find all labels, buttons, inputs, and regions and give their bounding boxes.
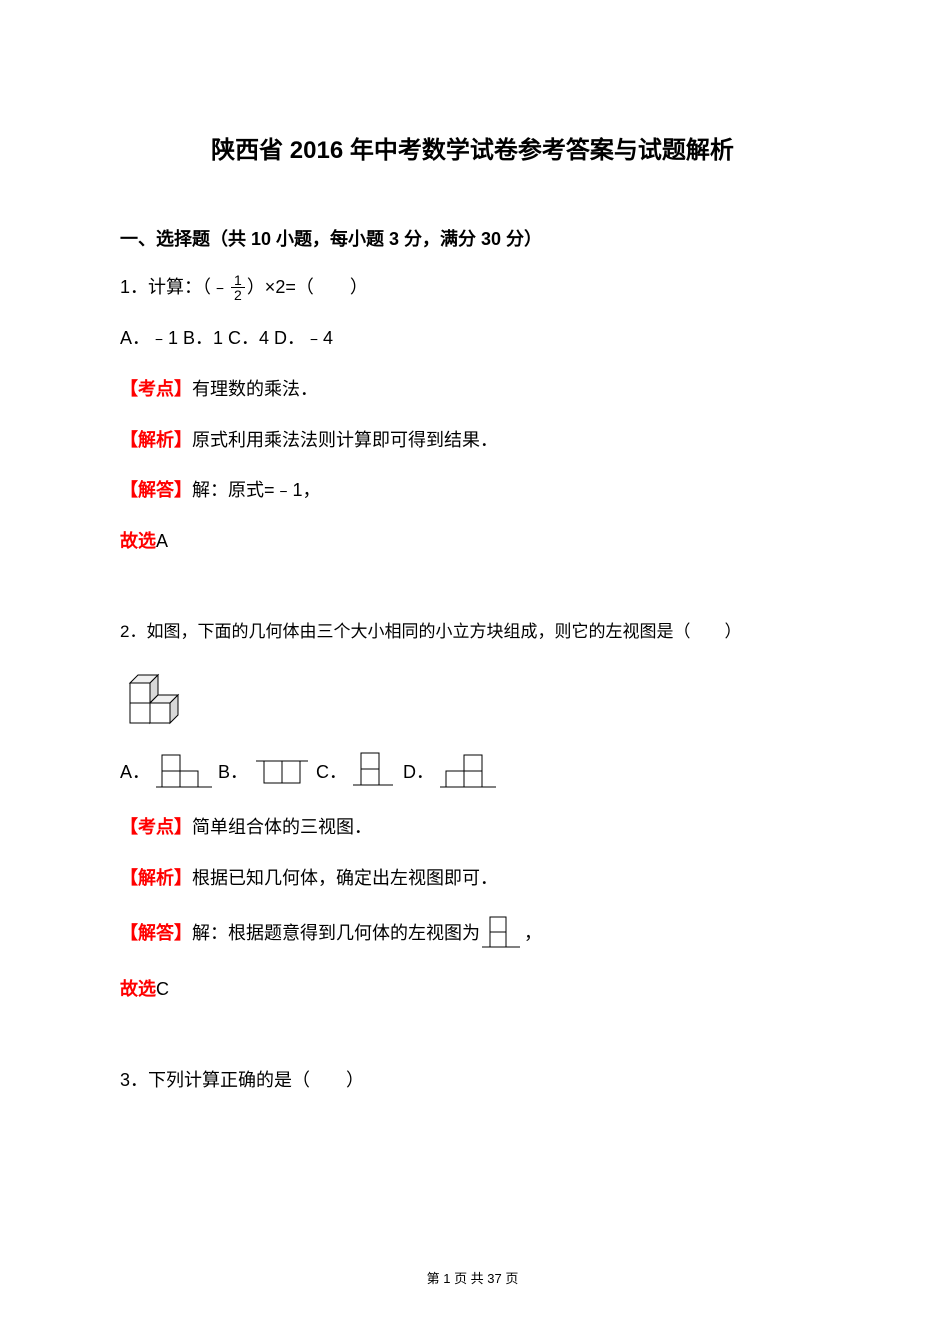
footer-total: 37 [487,1271,501,1286]
section-heading: 一、选择题（共 10 小题，每小题 3 分，满分 30 分） [120,225,825,251]
kaodian-text: 有理数的乘法． [192,375,318,404]
q2-options: A． B． C． D． [120,751,825,791]
option-c-label: C． [316,758,347,784]
q1-prefix: 1．计算：（﹣ [120,273,229,302]
q1-jieda: 【解答】 解：原式=﹣1， [120,476,825,505]
option-a-label: A． [120,758,150,784]
q1-jiexi: 【解析】 原式利用乘法法则计算即可得到结果． [120,426,825,455]
q2-answer: 故选 C [120,975,825,1004]
option-c-icon [353,751,397,791]
jieda-label: 【解答】 [120,476,192,505]
page-footer: 第 1 页 共 37 页 [0,1268,945,1287]
answer-label: 故选 [120,975,156,1004]
q2-jieda: 【解答】 解：根据题意得到几何体的左视图为 ， [120,915,825,953]
fraction-numerator: 1 [231,273,245,288]
jieda-text: 解：原式=﹣1， [192,476,321,505]
answer-value: C [156,975,169,1004]
fraction-icon: 1 2 [231,273,245,302]
q1-stem: 1．计算：（﹣ 1 2 ）×2=（ ） [120,273,825,302]
kaodian-label: 【考点】 [120,813,192,842]
q2-jiexi: 【解析】 根据已知几何体，确定出左视图即可． [120,864,825,893]
q2-kaodian: 【考点】 简单组合体的三视图． [120,813,825,842]
jiexi-label: 【解析】 [120,864,192,893]
jiexi-text: 原式利用乘法法则计算即可得到结果． [192,426,498,455]
jiexi-text: 根据已知几何体，确定出左视图即可． [192,864,498,893]
q1-kaodian: 【考点】 有理数的乘法． [120,375,825,404]
option-b-icon [254,751,310,791]
jieda-label: 【解答】 [120,919,192,948]
answer-value: A [156,527,168,556]
footer-mid: 页 共 [450,1271,487,1286]
jieda-suffix: ， [524,919,542,948]
jieda-answer-icon [482,915,522,953]
q3-stem: 3．下列计算正确的是（ ） [120,1066,825,1095]
answer-label: 故选 [120,527,156,556]
jiexi-label: 【解析】 [120,426,192,455]
q1-answer: 故选 A [120,527,825,556]
q2-stem: 2．如图，下面的几何体由三个大小相同的小立方块组成，则它的左视图是（ ） [120,618,825,645]
footer-prefix: 第 [427,1271,444,1286]
kaodian-label: 【考点】 [120,375,192,404]
jieda-text: 解：根据题意得到几何体的左视图为 [192,919,480,948]
option-d-icon [440,751,496,791]
page-title: 陕西省 2016 年中考数学试卷参考答案与试题解析 [120,130,825,165]
fraction-denominator: 2 [231,288,245,302]
q2-figure [120,663,825,733]
q1-options: A．﹣1 B．1 C．4 D．﹣4 [120,324,825,353]
option-a-icon [156,751,212,791]
footer-suffix: 页 [502,1271,519,1286]
option-b-label: B． [218,758,248,784]
kaodian-text: 简单组合体的三视图． [192,813,372,842]
cubes-3d-icon [120,663,210,733]
q1-suffix: ）×2=（ ） [247,273,368,302]
option-d-label: D． [403,758,434,784]
